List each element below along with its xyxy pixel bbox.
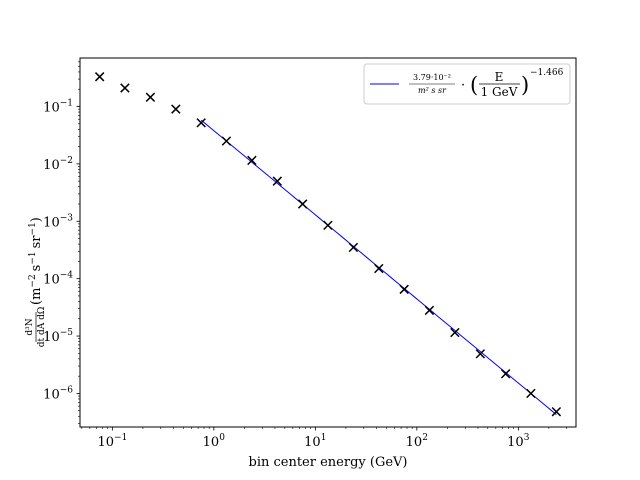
legend-box [363, 63, 571, 105]
legend-energy-numerator: E [495, 70, 504, 84]
fit-line [200, 119, 557, 415]
y-tick-label: 10−4 [43, 271, 73, 288]
y-label-fraction-denominator: dt dA dΩ [37, 307, 47, 348]
legend-paren-open: ( [470, 73, 478, 97]
legend-energy-denominator: 1 GeV [481, 85, 518, 99]
data-point-marker [221, 136, 232, 146]
y-label-units: (m−2s−1sr−1) [28, 217, 44, 305]
y-tick-label: 10−6 [43, 385, 73, 402]
data-point-marker [171, 104, 181, 114]
legend-coef-denominator: m² s sr [418, 86, 447, 95]
data-point-marker [475, 349, 486, 359]
legend-paren-close: ) [521, 73, 529, 97]
data-point-marker [94, 72, 105, 82]
major-ticks [76, 106, 519, 431]
legend-coef-numerator: 3.79·10⁻² [413, 73, 451, 82]
data-point-marker [196, 118, 206, 128]
y-tick-label: 10−2 [43, 156, 73, 173]
x-tick-label: 10−1 [97, 433, 127, 450]
y-tick-labels: 10−1 10−2 10−3 10−4 10−5 10−6 [43, 99, 73, 403]
x-tick-labels: 10−1 100 101 102 103 [97, 433, 529, 450]
data-point-marker [374, 263, 384, 274]
data-point-marker [348, 242, 359, 253]
y-tick-label: 10−3 [43, 213, 73, 230]
data-point-marker [247, 155, 257, 166]
data-markers [94, 72, 562, 417]
y-label-fraction-numerator: d³N [25, 318, 35, 335]
x-axis-label: bin center energy (GeV) [249, 455, 408, 470]
data-point-marker [551, 406, 562, 417]
legend-exponent: −1.466 [530, 68, 564, 78]
x-tick-label: 103 [507, 433, 530, 450]
plot-area [76, 57, 577, 431]
x-tick-label: 101 [304, 433, 326, 450]
axes-frame [79, 57, 577, 428]
x-tick-label: 102 [406, 433, 428, 450]
x-tick-label: 100 [203, 433, 226, 450]
data-point-marker [323, 220, 333, 231]
legend-dot: · [461, 78, 465, 93]
y-axis-label: d³N dt dA dΩ (m−2s−1sr−1) [25, 217, 47, 347]
data-point-marker [500, 369, 511, 379]
data-point-marker [526, 388, 536, 399]
data-point-marker [424, 305, 435, 316]
data-point-marker [399, 284, 409, 295]
axes-background [80, 58, 576, 427]
y-tick-label: 10−1 [43, 99, 73, 116]
legend: 3.79·10⁻² m² s sr · ( E 1 GeV ) −1.466 [363, 63, 571, 105]
data-point-marker [145, 92, 156, 102]
data-point-marker [120, 83, 130, 93]
data-point-marker [450, 327, 460, 338]
data-point-marker [297, 199, 308, 209]
y-tick-label: 10−5 [43, 328, 73, 345]
data-point-marker [272, 176, 283, 186]
